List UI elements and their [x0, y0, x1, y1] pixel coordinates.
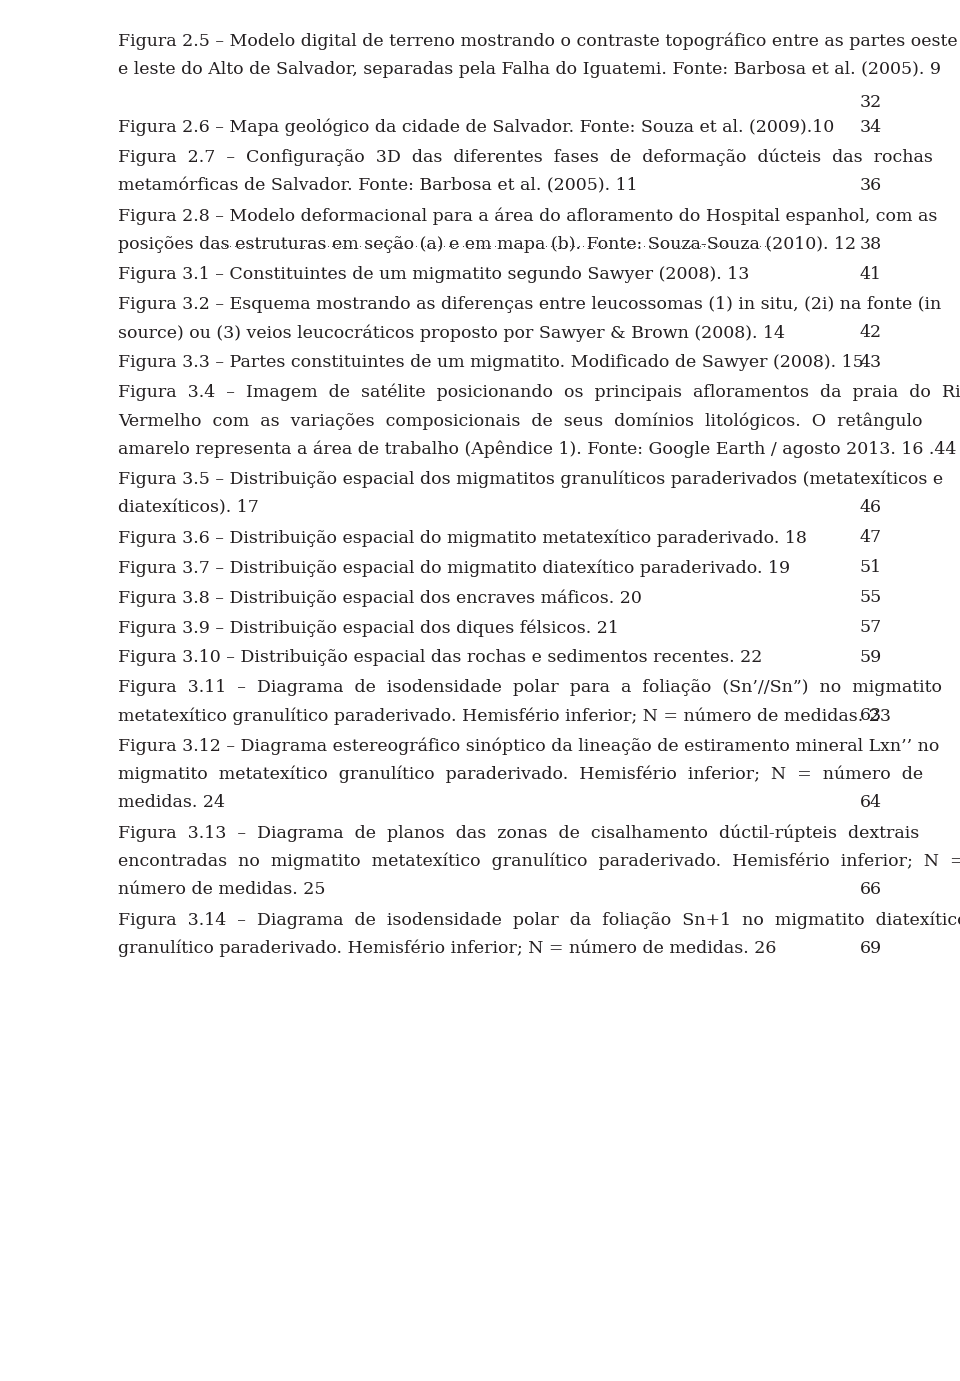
Text: 47: 47 — [860, 529, 882, 547]
Text: posições das estruturas em seção (a) e em mapa (b). Fonte: Souza-Souza (2010). 1: posições das estruturas em seção (a) e e… — [118, 236, 856, 253]
Text: granulítico paraderivado. Hemisfério inferior; N = número de medidas. 26: granulítico paraderivado. Hemisfério inf… — [118, 939, 777, 957]
Text: 42: 42 — [860, 325, 882, 341]
Text: Figura 3.7 – Distribuição espacial do migmatito diatexítico paraderivado. 19: Figura 3.7 – Distribuição espacial do mi… — [118, 559, 790, 577]
Text: 59: 59 — [860, 649, 882, 666]
Text: Figura 2.8 – Modelo deformacional para a área do afloramento do Hospital espanho: Figura 2.8 – Modelo deformacional para a… — [118, 207, 937, 225]
Text: Figura  3.14  –  Diagrama  de  isodensidade  polar  da  foliação  Sn+1  no  migm: Figura 3.14 – Diagrama de isodensidade p… — [118, 911, 960, 929]
Text: Figura 3.5 – Distribuição espacial dos migmatitos granulíticos paraderivados (me: Figura 3.5 – Distribuição espacial dos m… — [118, 471, 943, 489]
Text: Vermelho  com  as  variações  composicionais  de  seus  domínios  litológicos.  : Vermelho com as variações composicionais… — [118, 413, 923, 429]
Text: 69: 69 — [860, 939, 882, 957]
Text: metatexítico granulítico paraderivado. Hemisfério inferior; N = número de medida: metatexítico granulítico paraderivado. H… — [118, 707, 891, 725]
Text: 32: 32 — [860, 94, 882, 110]
Text: Figura 2.5 – Modelo digital de terreno mostrando o contraste topográfico entre a: Figura 2.5 – Modelo digital de terreno m… — [118, 32, 958, 50]
Text: 34: 34 — [860, 119, 882, 135]
Text: 63: 63 — [860, 707, 882, 725]
Text: 41: 41 — [860, 265, 882, 283]
Text: 55: 55 — [860, 590, 882, 606]
Text: e leste do Alto de Salvador, separadas pela Falha do Iguatemi. Fonte: Barbosa et: e leste do Alto de Salvador, separadas p… — [118, 61, 941, 77]
Text: 57: 57 — [860, 619, 882, 637]
Text: Figura 3.10 – Distribuição espacial das rochas e sedimentos recentes. 22: Figura 3.10 – Distribuição espacial das … — [118, 649, 762, 666]
Text: amarelo representa a área de trabalho (Apêndice 1). Fonte: Google Earth / agosto: amarelo representa a área de trabalho (A… — [118, 441, 956, 458]
Text: 64: 64 — [860, 794, 882, 812]
Text: medidas. 24: medidas. 24 — [118, 794, 225, 812]
Text: migmatito  metatexítico  granulítico  paraderivado.  Hemisfério  inferior;  N  =: migmatito metatexítico granulítico parad… — [118, 766, 924, 783]
Text: metamórficas de Salvador. Fonte: Barbosa et al. (2005). 11: metamórficas de Salvador. Fonte: Barbosa… — [118, 177, 637, 195]
Text: diatexíticos). 17: diatexíticos). 17 — [118, 500, 259, 516]
Text: Figura 3.9 – Distribuição espacial dos diques félsicos. 21: Figura 3.9 – Distribuição espacial dos d… — [118, 619, 619, 637]
Text: Figura 3.12 – Diagrama estereográfico sinóptico da lineação de estiramento miner: Figura 3.12 – Diagrama estereográfico si… — [118, 737, 940, 755]
Text: número de medidas. 25: número de medidas. 25 — [118, 881, 325, 898]
Text: Figura  2.7  –  Configuração  3D  das  diferentes  fases  de  deformação  dúctei: Figura 2.7 – Configuração 3D das diferen… — [118, 149, 933, 166]
Text: 38: 38 — [860, 236, 882, 253]
Text: Figura 3.6 – Distribuição espacial do migmatito metatexítico paraderivado. 18: Figura 3.6 – Distribuição espacial do mi… — [118, 529, 806, 547]
Text: 36: 36 — [860, 177, 882, 195]
Text: Figura 3.1 – Constituintes de um migmatito segundo Sawyer (2008). 13: Figura 3.1 – Constituintes de um migmati… — [118, 265, 750, 283]
Text: Figura 3.3 – Partes constituintes de um migmatito. Modificado de Sawyer (2008). : Figura 3.3 – Partes constituintes de um … — [118, 354, 864, 371]
Text: Figura 3.8 – Distribuição espacial dos encraves máficos. 20: Figura 3.8 – Distribuição espacial dos e… — [118, 590, 642, 606]
Text: 51: 51 — [860, 559, 882, 576]
Text: 43: 43 — [860, 354, 882, 371]
Text: 66: 66 — [860, 881, 882, 898]
Text: Figura  3.13  –  Diagrama  de  planos  das  zonas  de  cisalhamento  dúctil-rúpt: Figura 3.13 – Diagrama de planos das zon… — [118, 824, 920, 842]
Text: Figura  3.11  –  Diagrama  de  isodensidade  polar  para  a  foliação  (Sn’//Sn”: Figura 3.11 – Diagrama de isodensidade p… — [118, 679, 942, 696]
Text: Figura 3.2 – Esquema mostrando as diferenças entre leucossomas (1) in situ, (2i): Figura 3.2 – Esquema mostrando as difere… — [118, 296, 941, 312]
Text: encontradas  no  migmatito  metatexítico  granulítico  paraderivado.  Hemisfério: encontradas no migmatito metatexítico gr… — [118, 853, 960, 870]
Text: Figura 2.6 – Mapa geológico da cidade de Salvador. Fonte: Souza et al. (2009).10: Figura 2.6 – Mapa geológico da cidade de… — [118, 119, 834, 137]
Text: 46: 46 — [860, 500, 882, 516]
Text: source) ou (3) veios leucocráticos proposto por Sawyer & Brown (2008). 14: source) ou (3) veios leucocráticos propo… — [118, 325, 785, 341]
Text: Figura  3.4  –  Imagem  de  satélite  posicionando  os  principais  afloramentos: Figura 3.4 – Imagem de satélite posicion… — [118, 384, 960, 402]
